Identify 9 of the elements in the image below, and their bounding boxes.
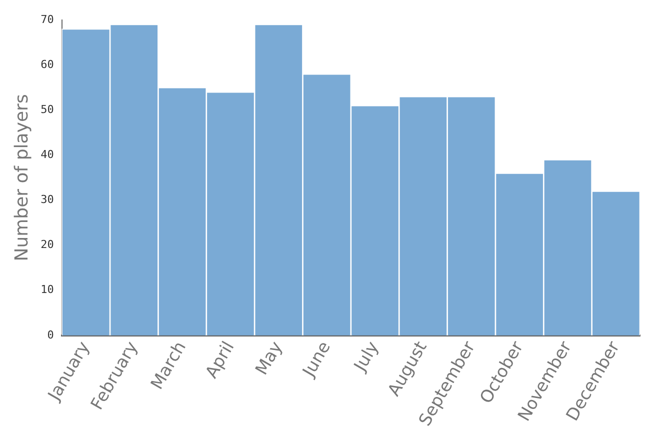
y-tick-label: 70 [40,12,54,26]
y-tick-label: 30 [40,193,54,206]
y-tick-label: 10 [40,283,54,296]
y-tick-label: 40 [40,148,54,162]
y-tick-label: 20 [40,238,54,252]
y-tick-label: 60 [40,58,54,71]
y-tick-label: 0 [47,328,54,342]
y-axis-title: Number of players [11,94,32,262]
y-tick-label: 50 [40,102,54,116]
